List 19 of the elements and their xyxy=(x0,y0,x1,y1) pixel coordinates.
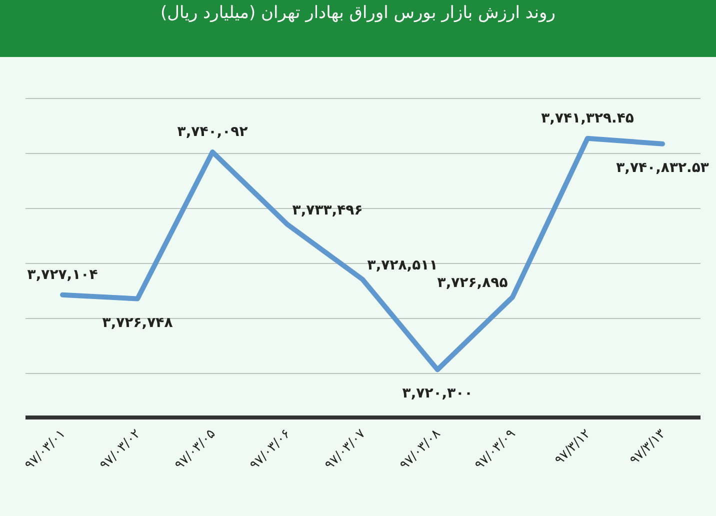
data-label: ۳,۷۳۳,۴۹۶ xyxy=(292,202,363,219)
data-label: ۳,۷۲۸,۵۱۱ xyxy=(367,257,438,274)
x-tick-label: ۹۷/۰۳/۰۱ xyxy=(22,426,69,473)
x-tick-label: ۹۷/۰۳/۰۷ xyxy=(322,426,369,473)
data-label: ۳,۷۲۰,۳۰۰ xyxy=(402,386,473,402)
data-label: ۳,۷۴۰,۸۳۲.۵۳ xyxy=(616,160,710,176)
x-tick-label: ۹۷/۳/۱۲ xyxy=(552,426,594,468)
data-label: ۳,۷۲۶,۷۴۸ xyxy=(102,314,174,331)
x-tick-label: ۹۷/۳/۱۳ xyxy=(627,426,669,468)
data-label: ۳,۷۲۷,۱۰۴ xyxy=(27,266,98,283)
x-tick-label: ۹۷/۰۳/۰۶ xyxy=(247,426,294,473)
data-label: ۳,۷۲۶,۸۹۵ xyxy=(437,275,508,292)
x-tick-label: ۹۷/۰۳/۰۲ xyxy=(97,426,144,473)
x-tick-label: ۹۷/۰۳/۰۸ xyxy=(397,426,444,473)
x-tick-label: ۹۷/۰۳/۰۹ xyxy=(472,426,519,473)
data-label: ۳,۷۴۰,۰۹۲ xyxy=(177,124,248,140)
chart-title: روند ارزش بازار بورس اوراق بهادار تهران (میلیارد ریال) xyxy=(0,0,716,57)
x-tick-label: ۹۷/۰۳/۰۵ xyxy=(172,426,219,473)
data-label: ۳,۷۴۱,۳۲۹.۴۵ xyxy=(541,110,634,126)
